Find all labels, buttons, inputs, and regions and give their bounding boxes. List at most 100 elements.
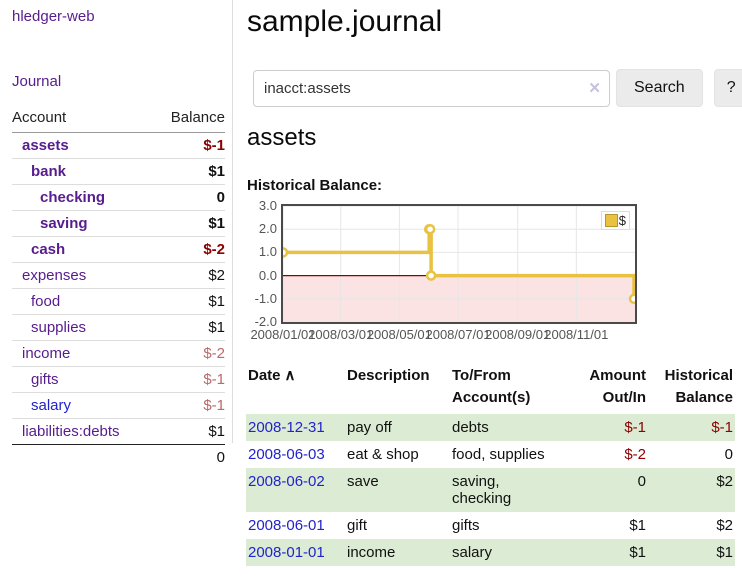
tofrom-column-header: To/From Account(s) bbox=[452, 367, 531, 406]
transaction-date-link[interactable]: 2008-06-01 bbox=[248, 516, 325, 534]
transaction-accounts: food, supplies bbox=[452, 445, 545, 463]
x-axis-tick-label: 2008/05/01 bbox=[366, 327, 432, 342]
account-row: income $-2 bbox=[12, 340, 225, 367]
account-link-salary[interactable]: salary bbox=[31, 397, 72, 414]
account-balance: 0 bbox=[153, 184, 225, 211]
account-link-assets[interactable]: assets bbox=[22, 137, 69, 154]
account-balance: $1 bbox=[153, 158, 225, 185]
search-box: ✕ bbox=[253, 69, 610, 107]
transaction-amount: $1 bbox=[629, 543, 646, 561]
account-row: expenses $2 bbox=[12, 262, 225, 289]
amount-column-header: Amount Out/In bbox=[589, 367, 646, 406]
transaction-accounts: gifts bbox=[452, 516, 480, 534]
x-axis-tick-label: 2008/09/01 bbox=[485, 327, 551, 342]
account-link-income[interactable]: income bbox=[22, 345, 71, 362]
register-header-row: Date ∧ Description To/From Account(s) Amo… bbox=[246, 360, 735, 414]
account-row: liabilities:debts $1 bbox=[12, 418, 225, 445]
account-link-expenses[interactable]: expenses bbox=[22, 267, 87, 284]
x-axis-tick-label: 2008/01/01 bbox=[250, 327, 316, 342]
register-row: 2008-01-01 income salary $1 $1 bbox=[246, 538, 735, 566]
account-link-food[interactable]: food bbox=[31, 293, 61, 310]
x-axis-tick-label: 2008/07/01 bbox=[425, 327, 491, 342]
account-link-gifts[interactable]: gifts bbox=[31, 371, 59, 388]
account-row: bank $1 bbox=[12, 158, 225, 185]
chart-legend: $ bbox=[600, 211, 630, 230]
account-link-supplies[interactable]: supplies bbox=[31, 319, 87, 336]
historical-column-header: Historical Balance bbox=[664, 367, 733, 406]
account-row: food $1 bbox=[12, 288, 225, 315]
transaction-balance: $1 bbox=[716, 543, 733, 561]
balance-column-header: Balance bbox=[153, 104, 225, 133]
register-row: 2008-06-01 gift gifts $1 $2 bbox=[246, 512, 735, 539]
transaction-description: pay off bbox=[347, 418, 392, 436]
account-row: checking 0 bbox=[12, 184, 225, 211]
accounts-total-value: 0 bbox=[153, 444, 225, 470]
transaction-amount: $1 bbox=[629, 516, 646, 534]
legend-swatch-icon bbox=[604, 214, 618, 227]
sidebar-item-journal[interactable]: Journal bbox=[12, 73, 62, 90]
transaction-description: eat & shop bbox=[347, 445, 419, 463]
y-axis-tick-label: 2.0 bbox=[258, 221, 277, 237]
historical-balance-chart: 3.0 2.0 1.0 0.0 -1.0 -2.0 $ 2008/01/01 2008/03… bbox=[246, 198, 646, 345]
x-axis-tick-label: 2008/03/01 bbox=[308, 327, 374, 342]
account-link-liabilities-debts[interactable]: liabilities:debts bbox=[22, 423, 120, 440]
search-form: ✕ Search ? bbox=[253, 69, 742, 107]
app-title-link[interactable]: hledger-web bbox=[12, 8, 95, 25]
transaction-date-link[interactable]: 2008-01-01 bbox=[248, 543, 325, 561]
help-button[interactable]: ? bbox=[713, 69, 742, 107]
transaction-description: save bbox=[347, 472, 379, 490]
chart-line-svg bbox=[283, 206, 635, 322]
search-input[interactable] bbox=[253, 69, 610, 107]
transaction-balance: $2 bbox=[716, 472, 733, 490]
accounts-total-row: 0 bbox=[12, 444, 225, 470]
account-link-saving[interactable]: saving bbox=[40, 215, 88, 232]
account-balance: $1 bbox=[153, 418, 225, 445]
legend-label: $ bbox=[618, 213, 626, 228]
accounts-table: Account Balance assets $-1 bank $1 check… bbox=[12, 104, 225, 470]
search-button[interactable]: Search bbox=[616, 69, 703, 107]
account-balance: $1 bbox=[153, 314, 225, 341]
y-axis-tick-label: -2.0 bbox=[254, 314, 277, 329]
account-link-bank[interactable]: bank bbox=[31, 163, 67, 180]
account-balance: $1 bbox=[153, 210, 225, 237]
transaction-accounts: saving, checking bbox=[452, 472, 512, 507]
transaction-date-link[interactable]: 2008-06-02 bbox=[248, 472, 325, 490]
transaction-description: gift bbox=[347, 516, 368, 534]
account-row: supplies $1 bbox=[12, 314, 225, 341]
y-axis-tick-label: 1.0 bbox=[258, 244, 277, 260]
account-balance: $-2 bbox=[153, 340, 225, 367]
transaction-amount: $-2 bbox=[624, 445, 646, 463]
account-balance: $-1 bbox=[153, 392, 225, 419]
transaction-description: income bbox=[347, 543, 396, 561]
transaction-balance: $2 bbox=[716, 516, 733, 534]
description-column-header: Description bbox=[347, 367, 430, 384]
page-title: sample.journal bbox=[247, 5, 443, 38]
clear-search-icon[interactable]: ✕ bbox=[588, 79, 601, 97]
account-link-cash[interactable]: cash bbox=[31, 241, 66, 258]
x-axis-tick-label: 2008/11/01 bbox=[544, 327, 609, 342]
y-axis-tick-label: 3.0 bbox=[258, 198, 277, 213]
y-axis-tick-label: 0.0 bbox=[258, 267, 277, 283]
account-row: salary $-1 bbox=[12, 392, 225, 419]
transaction-date-link[interactable]: 2008-06-03 bbox=[248, 445, 325, 463]
chart-plot-area: $ bbox=[281, 204, 637, 324]
account-row: saving $1 bbox=[12, 210, 225, 237]
account-row: gifts $-1 bbox=[12, 366, 225, 393]
account-balance: $1 bbox=[153, 288, 225, 315]
account-link-checking[interactable]: checking bbox=[40, 189, 106, 206]
transaction-balance: $-1 bbox=[711, 418, 733, 436]
account-row: assets $-1 bbox=[12, 132, 225, 159]
transaction-amount: 0 bbox=[637, 472, 646, 490]
transaction-amount: $-1 bbox=[624, 418, 646, 436]
account-balance: $-1 bbox=[153, 366, 225, 393]
sidebar: hledger-web Journal Account Balance asse… bbox=[0, 0, 233, 470]
account-heading: assets bbox=[247, 124, 317, 151]
transaction-date-link[interactable]: 2008-12-31 bbox=[248, 418, 325, 436]
register-row: 2008-12-31 pay off debts $-1 $-1 bbox=[246, 413, 735, 441]
accounts-column-header: Account bbox=[12, 104, 154, 133]
accounts-table-header: Account Balance bbox=[12, 104, 225, 133]
date-column-header[interactable]: Date ∧ bbox=[248, 367, 296, 384]
account-row: cash $-2 bbox=[12, 236, 225, 263]
sort-asc-icon: ∧ bbox=[284, 367, 296, 384]
account-balance: $-2 bbox=[153, 236, 225, 263]
